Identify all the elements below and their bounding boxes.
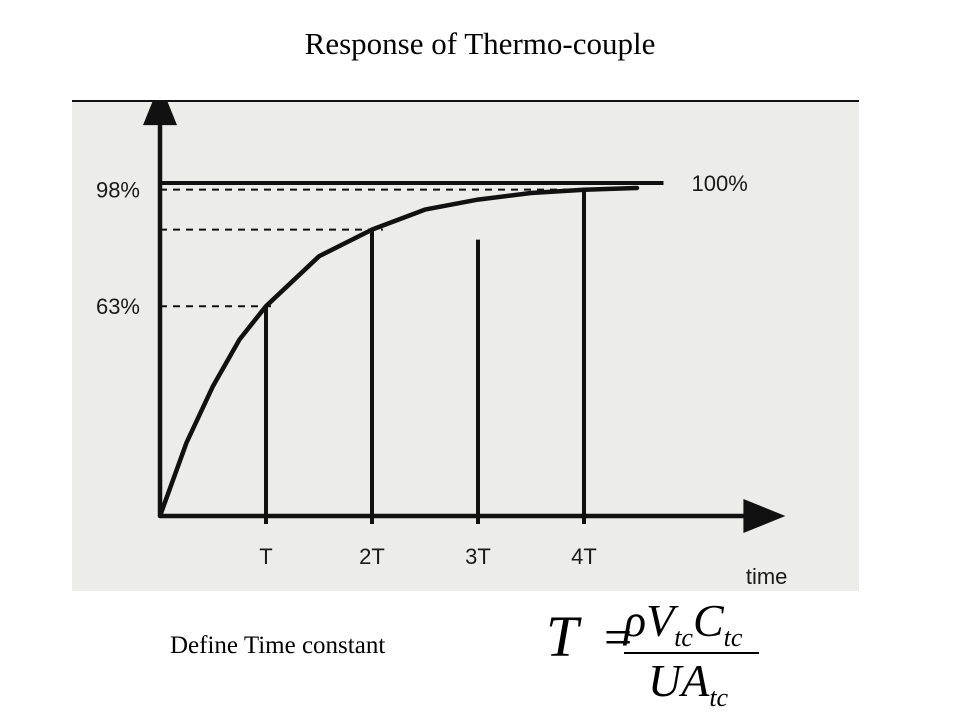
y-tick-label-63: 63% (96, 294, 140, 319)
time-constant-formula: T = ρVtcCtc UAtc (540, 588, 770, 714)
y-axis-arrowhead (143, 100, 177, 126)
response-curve (157, 185, 640, 519)
formula-rho-v-sub: tc (674, 623, 693, 652)
formula-lhs: T (546, 604, 579, 669)
y-tick-label-98: 98% (96, 178, 140, 203)
formula-c: C (692, 595, 724, 646)
formula-fraction-bar (624, 652, 759, 654)
slide-title: Response of Thermo-couple (304, 26, 656, 61)
x-tick-label-2T: 2T (359, 544, 385, 569)
reference-label-100: 100% (692, 171, 748, 196)
chart-panel: 63% 98% 100% T 2T 3T 4T time (72, 100, 859, 591)
response-chart: 63% 98% 100% T 2T 3T 4T time (72, 100, 859, 591)
x-tick-label-T: T (259, 544, 272, 569)
formula-ua: UA (648, 655, 710, 706)
formula-c-sub: tc (723, 623, 743, 652)
x-tick-label-4T: 4T (571, 544, 597, 569)
x-axis-arrowhead (743, 499, 786, 533)
x-tick-label-3T: 3T (465, 544, 491, 569)
formula-ua-sub: tc (709, 683, 729, 712)
formula-numerator: ρVtcCtc (624, 598, 742, 651)
formula-denominator: UAtc (648, 658, 728, 711)
formula-rho-v: ρV (624, 595, 675, 646)
x-axis-label: time (746, 564, 788, 589)
caption: Define Time constant (170, 632, 386, 659)
